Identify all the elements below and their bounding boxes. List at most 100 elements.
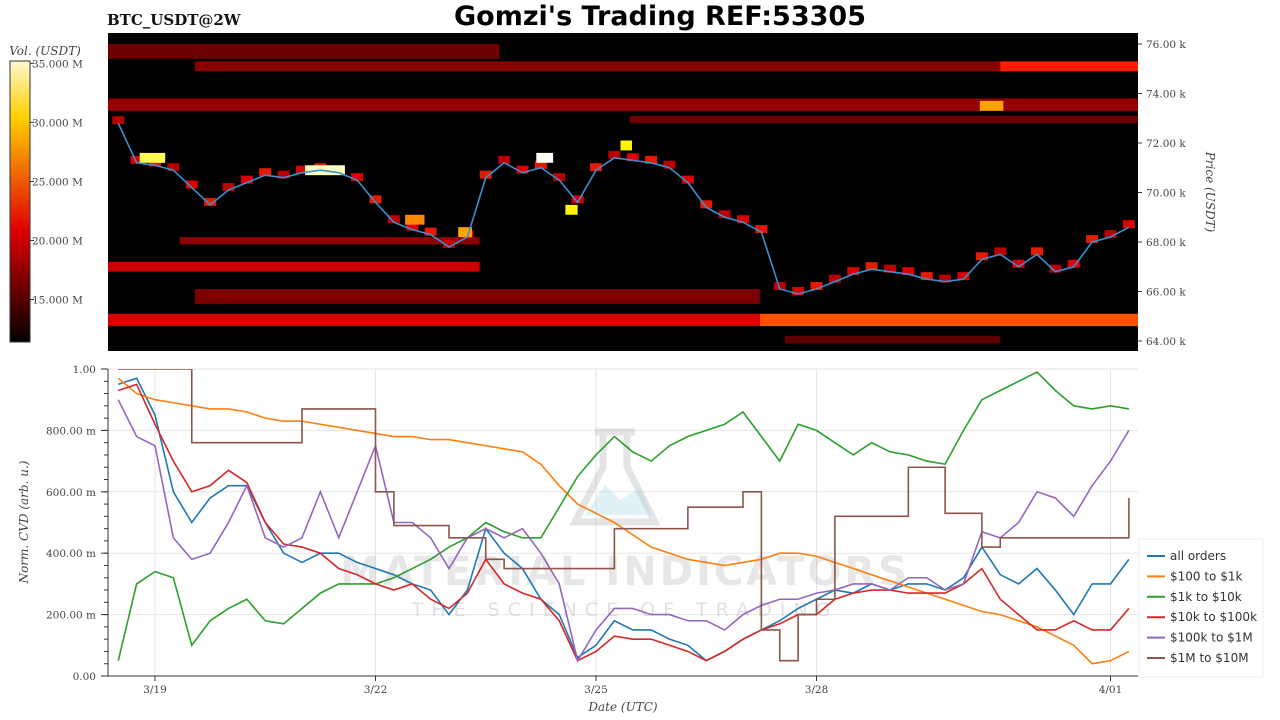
heatmap-cell [755, 225, 768, 234]
heatmap-cell [792, 286, 805, 295]
heatmap-cell [608, 150, 621, 159]
legend-box [1138, 538, 1264, 678]
date-tick-label: 3/22 [364, 684, 388, 696]
heatmap-cell [1031, 247, 1043, 256]
heatmap-band [108, 98, 1138, 111]
cvd-tick-label: 400.00 m [46, 548, 96, 560]
price-line-group [117, 122, 1130, 295]
colorbar-tick-label: 35.000 M [32, 58, 83, 70]
heatmap-band [179, 237, 480, 245]
cvd-series-line [117, 377, 1130, 662]
heatmap-hotspot [620, 140, 632, 151]
heatmap-band [108, 313, 760, 327]
heatmap-band [108, 44, 500, 59]
heatmap-cell [718, 210, 731, 219]
heatmap-hotspot [565, 204, 578, 215]
heatmap-band [194, 61, 1001, 72]
price-tick-label: 72.00 k [1146, 138, 1186, 150]
heatmap-cell [1049, 264, 1062, 273]
heatmap-cell [479, 170, 492, 179]
price-tick-label: 68.00 k [1146, 237, 1186, 249]
heatmap-cell [645, 155, 658, 164]
watermark-tagline: THE SCIENCE OF TRADING [411, 599, 839, 621]
cvd-tick-label: 600.00 m [46, 487, 96, 499]
date-tick-label: 3/19 [143, 684, 167, 696]
heatmap-cell [1104, 230, 1117, 239]
heatmap-cell [130, 155, 143, 164]
legend-label: $100 to $1k [1170, 569, 1242, 583]
date-axis-label: Date (UTC) [587, 700, 657, 714]
heatmap-hotspot [458, 227, 472, 238]
colorbar-tick-label: 25.000 M [32, 176, 83, 188]
heatmap-band [759, 313, 1138, 327]
heatmap-band [1000, 61, 1138, 72]
heatmap-cell [167, 163, 180, 172]
heatmap-cell [204, 197, 217, 206]
heatmap-band [194, 289, 760, 304]
heatmap-cell [700, 200, 713, 209]
date-tick-label: 3/25 [584, 684, 608, 696]
heatmap-cell [534, 160, 547, 169]
heatmap-band [108, 261, 480, 272]
heatmap-hotspot [979, 100, 1004, 111]
chart-title: Gomzi's Trading REF:53305 [454, 1, 866, 32]
heatmap-cell [902, 267, 915, 276]
price-line [117, 122, 1130, 295]
heatmap-band [784, 336, 1001, 344]
colorbar-tick-label: 30.000 M [32, 117, 83, 129]
heatmap-cell [590, 163, 602, 172]
price-tick-label: 74.00 k [1146, 89, 1186, 101]
heatmap-cell [185, 180, 198, 189]
heatmap-cell [387, 215, 400, 224]
heatmap-hotspot [405, 214, 425, 225]
heatmap-cell [406, 222, 419, 231]
heatmap-cell [847, 267, 860, 276]
heatmap-cell [773, 282, 786, 291]
heatmap-cell [240, 175, 253, 184]
cvd-axis-label: Norm. CVD (arb. u.) [17, 460, 31, 584]
heatmap-cell [1067, 259, 1080, 268]
heatmap-cell [553, 173, 566, 182]
heatmap-cell [1086, 235, 1099, 243]
heatmap-cell [737, 215, 749, 224]
heatmap-hotspot [139, 152, 166, 163]
heatmap-band [629, 115, 1138, 124]
cvd-series-line [117, 371, 1130, 661]
price-axis-label: Price (USDT) [1203, 151, 1217, 233]
legend: all orders $100 to $1k $1k to $10k $10k to … [1138, 538, 1264, 678]
heatmap-cell [828, 274, 841, 283]
heatmap-cell [865, 262, 878, 271]
heatmap-cell [884, 264, 896, 273]
heatmap-cell [424, 227, 437, 236]
heatmap-cell [516, 165, 529, 174]
heatmap-hotspot [536, 152, 554, 163]
legend-label: $1M to $10M [1170, 651, 1249, 665]
legend-label: $10k to $100k [1170, 610, 1257, 624]
heatmap-cell [681, 175, 694, 184]
chart-subtitle: BTC_USDT@2W [107, 11, 242, 29]
heatmap-cell [626, 153, 639, 162]
date-tick-label: 4/01 [1099, 684, 1123, 696]
heatmap-cell [939, 274, 952, 283]
heatmap-cell [277, 170, 290, 179]
heatmap-cell [443, 239, 455, 248]
colorbar-tick-label: 15.000 M [32, 294, 83, 306]
colorbar-tick-label: 20.000 M [32, 235, 83, 247]
heatmap-cell [994, 247, 1007, 256]
heatmap-cell [259, 168, 272, 177]
cvd-tick-label: 800.00 m [46, 425, 96, 437]
heatmap-cell [920, 272, 933, 281]
heatmap-cell [222, 183, 235, 192]
colorbar [9, 60, 31, 343]
heatmap-cells [108, 44, 1138, 344]
cvd-grid [108, 368, 1138, 677]
heatmap-cell [1122, 220, 1135, 229]
date-tick-label: 3/28 [805, 684, 829, 696]
price-tick-label: 64.00 k [1146, 336, 1186, 348]
legend-label: $100k to $1M [1170, 631, 1253, 645]
price-axis: 64.00 k 66.00 k 68.00 k 70.00 k 72.00 k 74.00… [1138, 39, 1186, 348]
cvd-lines [117, 369, 1130, 665]
legend-label: $1k to $10k [1170, 590, 1242, 604]
heatmap-cell [112, 116, 125, 125]
